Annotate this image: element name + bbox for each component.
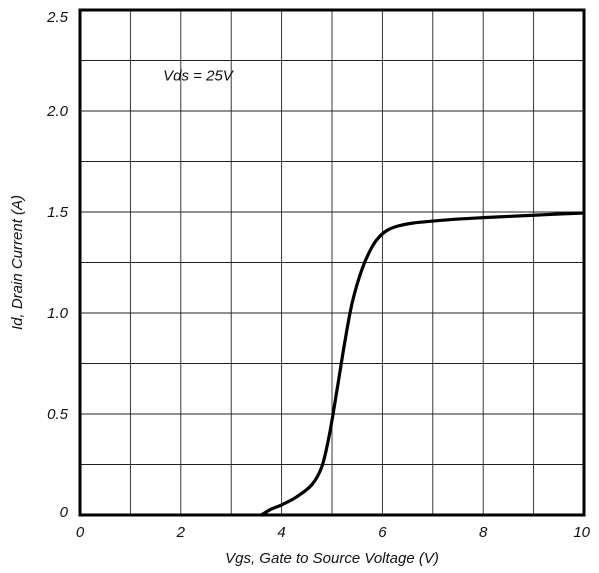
y-tick-label: 2.5 [46,9,69,26]
x-tick-label: 2 [176,524,186,541]
y-tick-label: 0 [60,504,69,521]
x-tick-labels: 0 2 4 6 8 10 [76,524,591,541]
y-tick-label: 1.0 [47,305,69,322]
x-tick-label: 10 [573,524,590,541]
series-line-id-vs-vgs [259,211,586,517]
annotation-vds: Vds = 25V [163,68,235,85]
y-tick-label: 1.5 [47,204,69,221]
x-tick-label: 8 [479,524,488,541]
x-axis-label: Vgs, Gate to Source Voltage (V) [225,550,439,567]
y-axis-label: Id, Drain Current (A) [9,195,26,330]
plot-frame [78,8,586,517]
y-tick-labels: 0 0.5 1.0 1.5 2.0 2.5 [46,9,69,521]
grid-lines [80,10,584,515]
x-tick-label: 6 [378,524,387,541]
x-tick-label: 4 [277,524,285,541]
y-tick-label: 0.5 [47,406,69,423]
y-tick-label: 2.0 [46,103,69,120]
x-tick-label: 0 [76,524,85,541]
